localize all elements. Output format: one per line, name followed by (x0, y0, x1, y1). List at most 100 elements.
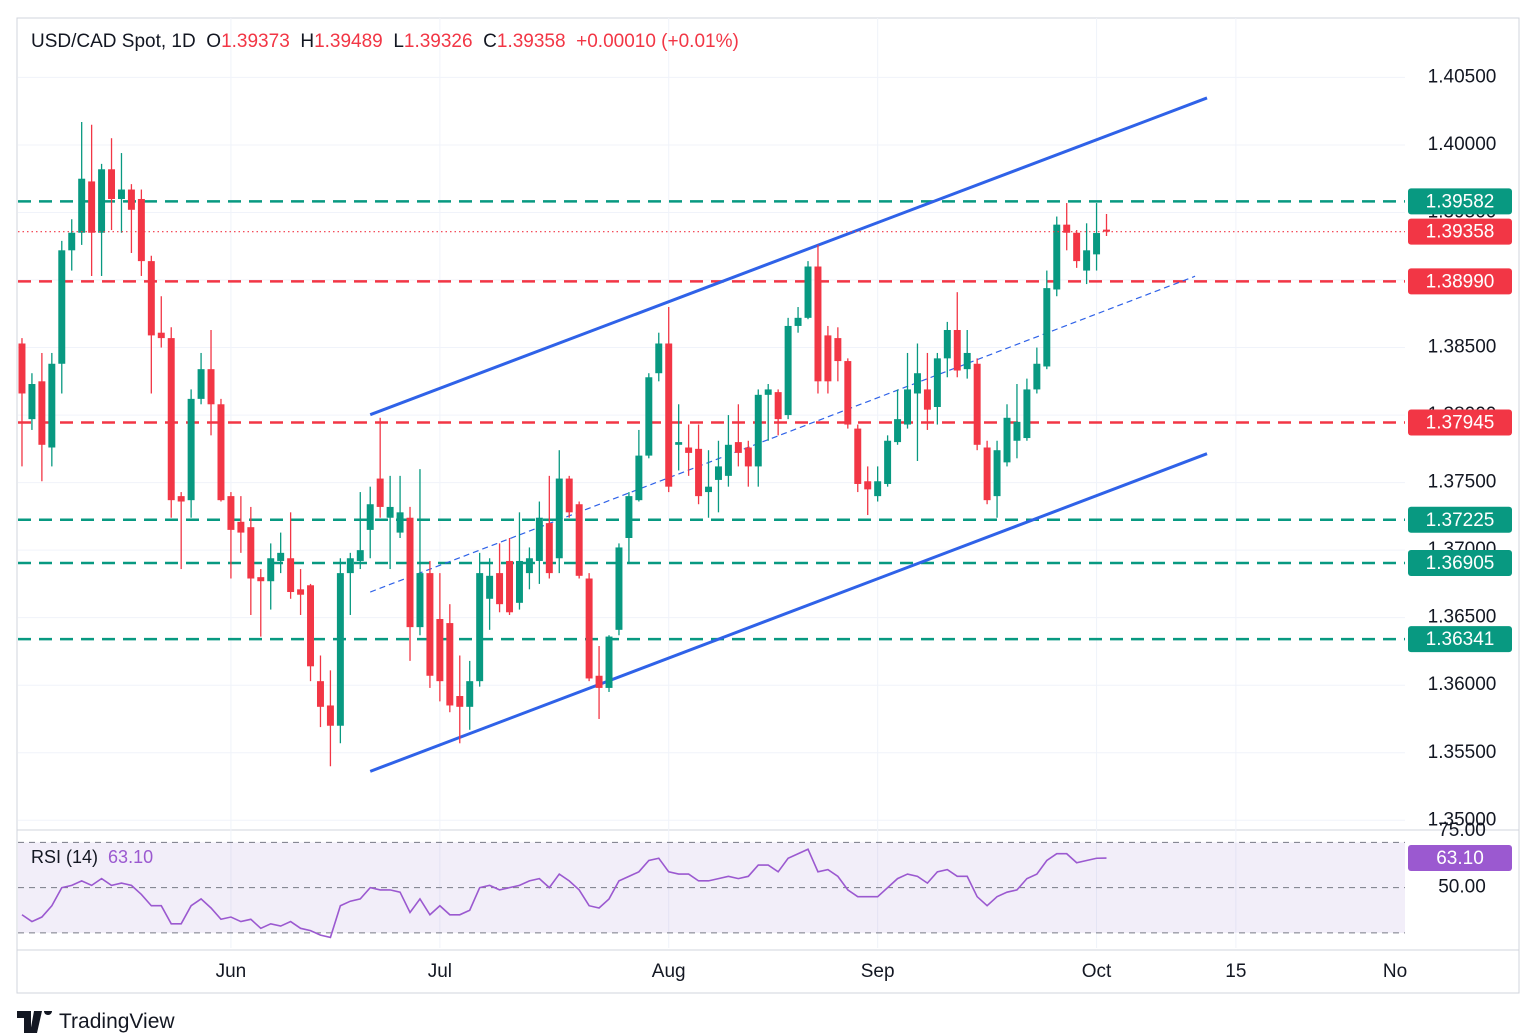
candle-body (297, 589, 305, 595)
y-tick-label: 1.36000 (1428, 674, 1497, 695)
rsi-line (21, 848, 1107, 939)
x-tick-label: Aug (652, 961, 686, 982)
candle-body (68, 232, 76, 251)
candle-body (147, 261, 155, 336)
candle-body (426, 573, 434, 676)
candle-body (257, 577, 265, 582)
y-tick-label: 1.38500 (1428, 337, 1497, 358)
candle-body (804, 266, 812, 318)
level-label: 1.37225 (1426, 510, 1495, 531)
candle-body (695, 448, 703, 497)
candle-body (834, 338, 842, 362)
candle-body (933, 358, 941, 407)
candle-body (446, 623, 454, 706)
candle-body (665, 343, 673, 487)
candle-body (714, 466, 722, 480)
ohlc-value: 1.39373 (221, 31, 290, 52)
candle-body (1053, 224, 1061, 290)
x-tick-label: Jul (428, 961, 452, 982)
ohlc-value: 1.39358 (496, 31, 566, 52)
indicator-header: RSI (14) 63.10 (31, 847, 153, 868)
candle-body (675, 442, 683, 445)
y-tick-label: 1.40500 (1428, 66, 1497, 87)
candle-body (127, 189, 135, 210)
candle-body (864, 481, 872, 490)
level-label-bg (1408, 409, 1512, 436)
candle-body (943, 329, 951, 359)
y-tick-label: 1.35500 (1428, 742, 1497, 763)
ohlc-value: 1.39489 (314, 31, 383, 52)
level-label: 1.39582 (1426, 191, 1495, 212)
candle-body (137, 198, 145, 262)
candle-body (854, 428, 862, 484)
candle-body (1013, 421, 1021, 441)
candle-body (685, 447, 693, 453)
candle-body (486, 575, 494, 599)
candle-body (595, 675, 603, 688)
candle-body (88, 181, 96, 233)
candle-body (227, 496, 235, 530)
candle-body (287, 558, 295, 593)
rsi-tick-label: 75.00 (1438, 820, 1486, 841)
x-tick-label: No (1383, 961, 1407, 982)
footer: TradingView (17, 1010, 175, 1034)
candle-body (535, 517, 543, 561)
level-label-bg (1408, 626, 1512, 653)
candle-body (585, 578, 593, 679)
ohlc-key: H (300, 31, 315, 52)
candle-body (1003, 417, 1011, 463)
candle-body (1073, 232, 1081, 262)
candle-body (963, 352, 971, 370)
candle-body (1063, 224, 1071, 233)
candle-body (98, 169, 106, 233)
rsi-value-label: 63.10 (1436, 848, 1484, 869)
candle-body (356, 550, 364, 561)
candle-body (515, 560, 523, 603)
rsi-tick-label: 50.00 (1438, 877, 1486, 898)
candle-body (386, 506, 394, 518)
candle-body (28, 384, 36, 420)
level-label: 1.36905 (1426, 553, 1495, 574)
ohlc-key: C (483, 31, 497, 52)
candle-body (655, 343, 663, 374)
candle-body (416, 573, 424, 628)
candle-body (844, 361, 852, 425)
candle-body (436, 619, 444, 682)
candle-body (346, 558, 354, 574)
y-tick-label: 1.36500 (1428, 607, 1497, 628)
candle-body (48, 363, 56, 448)
candle-body (117, 189, 125, 199)
last-price-label: 1.39358 (1426, 222, 1495, 243)
candle-body (267, 558, 275, 582)
candle-body (884, 440, 892, 484)
candle-body (1043, 288, 1051, 367)
candle-body (645, 377, 653, 456)
candle-body (108, 169, 116, 199)
level-label-bg (1408, 268, 1512, 295)
level-label: 1.36341 (1426, 629, 1495, 650)
x-tick-label: Oct (1082, 961, 1112, 982)
level-label-bg (1408, 506, 1512, 533)
candle-body (615, 547, 623, 630)
trendline (369, 96, 1208, 417)
last-price-label-bg (1408, 218, 1512, 245)
y-tick-label: 1.40000 (1428, 134, 1497, 155)
candle-body (247, 527, 255, 579)
candle-body (894, 419, 902, 443)
candle-body (167, 338, 175, 501)
candle-body (316, 681, 324, 707)
candle-body (187, 398, 195, 501)
candle-body (277, 552, 285, 561)
candle-body (555, 478, 563, 559)
candle-body (1083, 250, 1091, 271)
candle-body (774, 392, 782, 420)
candle-body (456, 696, 464, 707)
candle-body (824, 335, 832, 382)
candle-body (197, 369, 205, 399)
candle-body (1103, 229, 1110, 232)
x-tick-label: Sep (861, 961, 895, 982)
candle-body (376, 478, 384, 507)
candle-body (545, 523, 553, 574)
candle-body (605, 636, 613, 688)
